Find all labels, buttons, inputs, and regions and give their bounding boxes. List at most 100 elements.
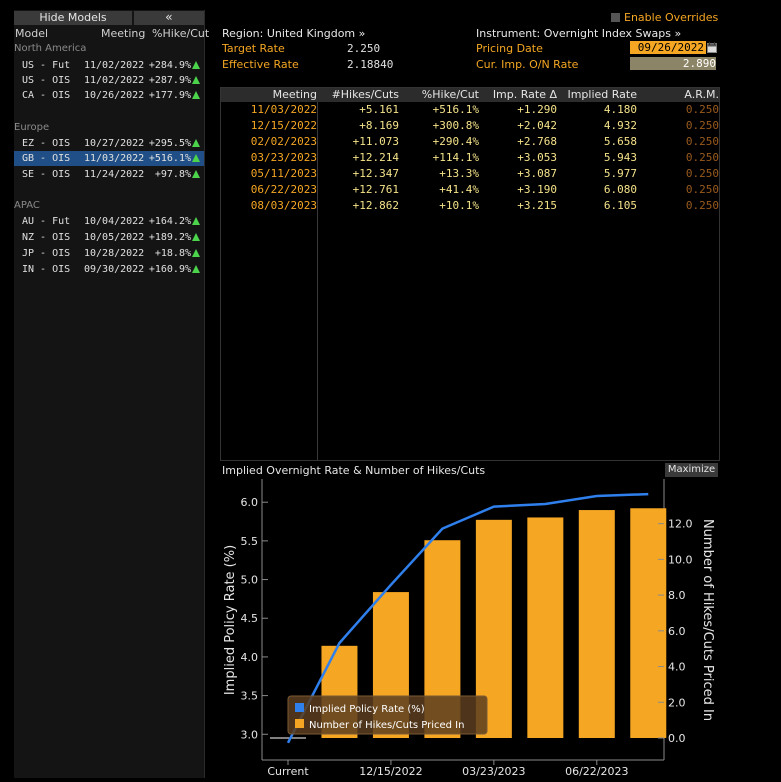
column-divider xyxy=(317,102,318,460)
model-row-ez-ois[interactable]: EZ - OIS 10/27/2022 +295.5% xyxy=(14,136,204,151)
table-row[interactable]: 11/03/2022 +5.161 +516.1% +1.290 4.180 0.250 xyxy=(221,102,719,118)
y-tick-label-right: 8.0 xyxy=(668,589,686,602)
table-row[interactable]: 12/15/2022 +8.169 +300.8% +2.042 4.932 0.250 xyxy=(221,118,719,134)
cell-hikes: +12.347 xyxy=(352,167,399,180)
cell-hikes: +12.214 xyxy=(352,151,399,164)
y-axis-right-label: Number of Hikes/Cuts Priced In xyxy=(700,519,715,721)
table-row[interactable]: 03/23/2023 +12.214 +114.1% +3.053 5.943 0.250 xyxy=(221,150,719,166)
table-row[interactable]: 05/11/2023 +12.347 +13.3% +3.087 5.977 0.250 xyxy=(221,166,719,182)
col-header-pct[interactable]: %Hike/Cut xyxy=(421,88,479,101)
effective-rate-label: Effective Rate xyxy=(222,58,299,71)
y-tick-label-left: 5.0 xyxy=(241,574,259,587)
cell-imp: +3.190 xyxy=(517,183,557,196)
col-header-arm[interactable]: A.R.M. xyxy=(684,88,719,101)
effective-rate-value: 2.18840 xyxy=(347,58,394,71)
model-row-us-fut[interactable]: US - Fut 11/02/2022 +284.9% xyxy=(14,58,204,73)
cell-pct: +300.8% xyxy=(432,119,479,132)
y-tick-label-left: 3.5 xyxy=(241,690,259,703)
table-row[interactable]: 08/03/2023 +12.862 +10.1% +3.215 6.105 0.250 xyxy=(221,198,719,214)
up-arrow-icon xyxy=(192,233,200,241)
cell-arm: 0.250 xyxy=(685,103,719,116)
cell-hikes: +8.169 xyxy=(359,119,399,132)
instrument-selector[interactable]: Instrument: Overnight Index Swaps » xyxy=(476,27,682,40)
region-selector[interactable]: Region: United Kingdom » xyxy=(222,27,366,40)
legend-swatch-rate xyxy=(295,703,304,712)
y-tick-label-left: 5.5 xyxy=(241,535,259,548)
cell-arm: 0.250 xyxy=(685,167,719,180)
cell-hikes: +12.862 xyxy=(352,199,399,212)
meetings-table: Meeting #Hikes/Cuts %Hike/Cut Imp. Rate … xyxy=(220,87,720,461)
col-header-meeting[interactable]: Meeting xyxy=(272,88,317,101)
model-row-au-fut[interactable]: AU - Fut 10/04/2022 +164.2% xyxy=(14,214,204,229)
model-row-ca-ois[interactable]: CA - OIS 10/26/2022 +177.9% xyxy=(14,88,204,103)
up-arrow-icon xyxy=(192,91,200,99)
x-tick-label: Current xyxy=(267,765,309,778)
up-arrow-icon xyxy=(192,76,200,84)
cell-pct: +516.1% xyxy=(432,103,479,116)
x-tick-label: 06/22/2023 xyxy=(565,765,628,778)
y-tick-label-left: 4.5 xyxy=(241,612,259,625)
maximize-button[interactable]: Maximize xyxy=(665,463,718,477)
cell-pct: +13.3% xyxy=(439,167,479,180)
legend-item-hikes: Number of Hikes/Cuts Priced In xyxy=(309,720,464,731)
calendar-icon[interactable] xyxy=(707,42,717,53)
enable-overrides-checkbox[interactable] xyxy=(611,13,620,22)
cell-meeting: 02/02/2023 xyxy=(250,135,317,148)
pricing-date-input[interactable]: 09/26/2022 xyxy=(630,41,706,54)
x-tick-label: 12/15/2022 xyxy=(359,765,422,778)
table-row[interactable]: 06/22/2023 +12.761 +41.4% +3.190 6.080 0.250 xyxy=(221,182,719,198)
collapse-icon[interactable]: « xyxy=(134,11,204,25)
legend-item-rate: Implied Policy Rate (%) xyxy=(309,704,425,715)
x-tick-label: 03/23/2023 xyxy=(462,765,525,778)
cur-imp-rate-label: Cur. Imp. O/N Rate xyxy=(476,58,579,71)
cell-meeting: 05/11/2023 xyxy=(250,167,317,180)
cell-rate: 4.180 xyxy=(603,103,637,116)
cell-meeting: 12/15/2022 xyxy=(250,119,317,132)
up-arrow-icon xyxy=(192,170,200,178)
table-header: Meeting #Hikes/Cuts %Hike/Cut Imp. Rate … xyxy=(221,88,719,102)
cell-arm: 0.250 xyxy=(685,199,719,212)
col-header-hikes[interactable]: #Hikes/Cuts xyxy=(331,88,399,101)
models-toolbar: Hide Models « xyxy=(14,11,204,25)
cell-rate: 5.977 xyxy=(603,167,637,180)
cell-rate: 6.080 xyxy=(603,183,637,196)
col-header-hike: %Hike/Cut xyxy=(152,27,210,40)
cell-rate: 5.658 xyxy=(603,135,637,148)
y-tick-label-left: 6.0 xyxy=(241,496,259,509)
bar-6 xyxy=(578,510,615,738)
bar-7 xyxy=(630,508,667,738)
enable-overrides-label: Enable Overrides xyxy=(624,11,719,24)
model-row-in-ois[interactable]: IN - OIS 09/30/2022 +160.9% xyxy=(14,262,204,277)
cell-hikes: +12.761 xyxy=(352,183,399,196)
model-row-jp-ois[interactable]: JP - OIS 10/28/2022 +18.8% xyxy=(14,246,204,261)
col-header-imp-rate[interactable]: Imp. Rate Δ xyxy=(492,88,557,101)
cell-arm: 0.250 xyxy=(685,119,719,132)
model-row-gb-ois[interactable]: GB - OIS 11/03/2022 +516.1% xyxy=(14,151,204,166)
y-tick-label-right: 12.0 xyxy=(668,518,693,531)
y-tick-label-right: 0.0 xyxy=(668,732,686,745)
col-header-meeting: Meeting xyxy=(101,27,146,40)
cell-meeting: 11/03/2022 xyxy=(250,103,317,116)
col-header-implied-rate[interactable]: Implied Rate xyxy=(567,88,637,101)
hide-models-button[interactable]: Hide Models xyxy=(14,11,132,25)
cell-rate: 4.932 xyxy=(603,119,637,132)
y-tick-label-right: 2.0 xyxy=(668,696,686,709)
target-rate-label: Target Rate xyxy=(222,42,285,55)
up-arrow-icon xyxy=(192,154,200,162)
model-row-se-ois[interactable]: SE - OIS 11/24/2022 +97.8% xyxy=(14,167,204,182)
cell-imp: +2.768 xyxy=(517,135,557,148)
model-row-us-ois[interactable]: US - OIS 11/02/2022 +287.9% xyxy=(14,73,204,88)
cell-arm: 0.250 xyxy=(685,183,719,196)
target-rate-value: 2.250 xyxy=(347,42,381,55)
cell-arm: 0.250 xyxy=(685,135,719,148)
cell-imp: +2.042 xyxy=(517,119,557,132)
cell-imp: +3.053 xyxy=(517,151,557,164)
cell-hikes: +5.161 xyxy=(359,103,399,116)
cell-rate: 6.105 xyxy=(603,199,637,212)
region-label: Europe xyxy=(14,122,50,133)
y-tick-label-right: 4.0 xyxy=(668,661,686,674)
table-row[interactable]: 02/02/2023 +11.073 +290.4% +2.768 5.658 0.250 xyxy=(221,134,719,150)
cur-imp-rate-input[interactable]: 2.890 xyxy=(630,57,716,70)
model-row-nz-ois[interactable]: NZ - OIS 10/05/2022 +189.2% xyxy=(14,230,204,245)
